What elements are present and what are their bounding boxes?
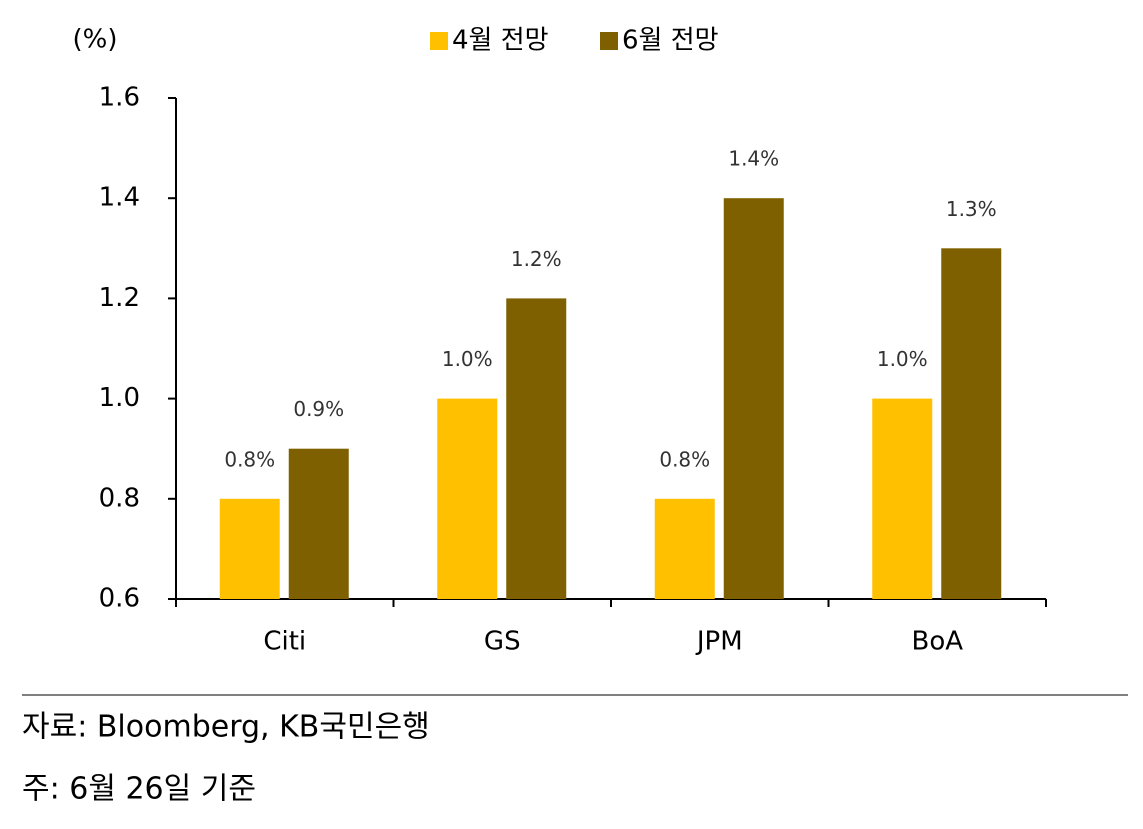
- x-tick-label: Citi: [263, 627, 306, 657]
- value-label: 0.8%: [659, 447, 710, 471]
- bar: [654, 498, 715, 599]
- value-label: 0.8%: [224, 447, 275, 471]
- y-tick-label: 1.4: [99, 183, 140, 213]
- y-tick-label: 1.2: [99, 283, 140, 313]
- legend-label: 6월 전망: [622, 26, 719, 56]
- legend-swatch: [600, 32, 618, 50]
- x-tick-label: JPM: [695, 627, 743, 657]
- bar: [872, 398, 933, 599]
- y-tick-label: 1.0: [99, 383, 140, 413]
- bar: [437, 398, 498, 599]
- value-label: 1.0%: [877, 347, 928, 371]
- bar: [219, 498, 280, 599]
- bar: [723, 198, 784, 599]
- y-axis-label: (%): [73, 25, 118, 55]
- y-tick-label: 0.8: [99, 483, 140, 513]
- legend-label: 4월 전망: [452, 26, 549, 56]
- bar: [288, 448, 349, 599]
- value-label: 0.9%: [293, 397, 344, 421]
- value-label: 1.4%: [728, 147, 779, 171]
- bar: [941, 248, 1002, 600]
- bar: [506, 298, 567, 599]
- value-label: 1.2%: [511, 247, 562, 271]
- x-tick-label: BoA: [911, 627, 963, 657]
- footnote: 주: 6월 26일 기준: [22, 772, 256, 807]
- value-label: 1.3%: [946, 197, 997, 221]
- x-tick-label: GS: [484, 627, 521, 657]
- legend-swatch: [430, 32, 448, 50]
- y-tick-label: 0.6: [99, 584, 140, 614]
- source-note: 자료: Bloomberg, KB국민은행: [22, 710, 430, 745]
- y-tick-label: 1.6: [99, 83, 140, 113]
- value-label: 1.0%: [442, 347, 493, 371]
